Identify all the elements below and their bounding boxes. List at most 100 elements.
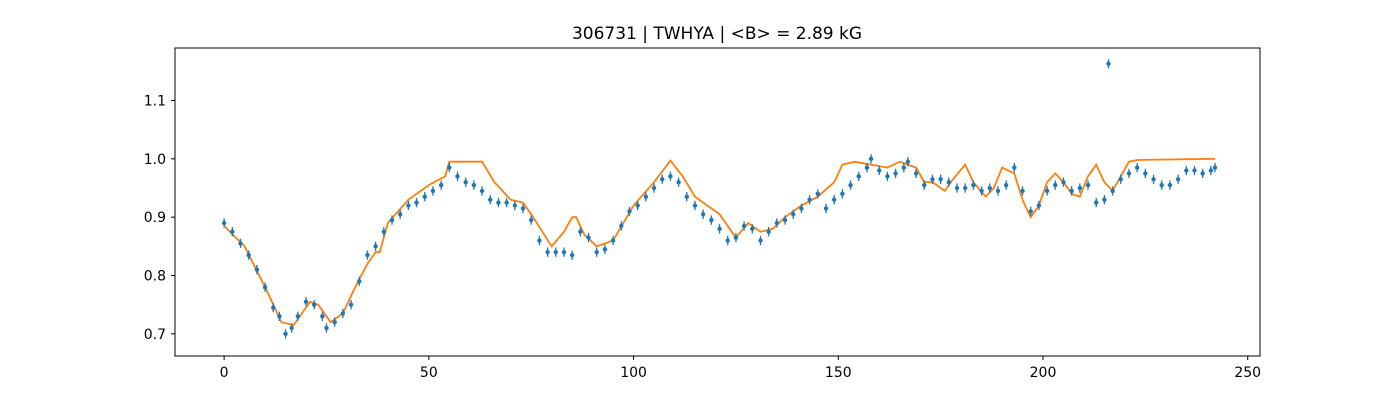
data-point <box>1053 180 1058 190</box>
chart-title: 306731 | TWHYA | <B> = 2.89 kG <box>572 24 862 44</box>
data-point <box>1069 186 1074 196</box>
data-point <box>635 200 640 211</box>
data-point <box>303 297 309 307</box>
x-tick-label: 0 <box>220 365 229 381</box>
data-point <box>1085 180 1091 190</box>
data-point <box>1118 174 1123 184</box>
data-point <box>1167 180 1173 190</box>
data-point <box>979 186 984 196</box>
data-point <box>668 171 673 181</box>
data-point <box>381 227 387 237</box>
data-point <box>271 302 276 313</box>
data-point <box>733 232 739 243</box>
data-point <box>357 276 362 286</box>
data-point <box>520 203 526 214</box>
data-point <box>1151 174 1156 184</box>
y-axis: 0.7 0.8 0.9 1.0 1.1 <box>144 94 175 343</box>
data-point <box>643 192 649 202</box>
data-point <box>627 206 632 216</box>
data-point <box>1159 180 1164 190</box>
data-point <box>758 235 763 246</box>
data-point <box>578 227 583 237</box>
data-point <box>406 200 411 211</box>
data-point <box>545 247 550 257</box>
data-point <box>389 215 395 225</box>
data-point <box>831 195 837 205</box>
data-point <box>479 186 485 196</box>
data-point <box>766 227 771 237</box>
data-point <box>692 200 698 211</box>
data-point <box>930 174 935 184</box>
data-point <box>602 244 608 254</box>
data-point <box>320 311 325 321</box>
data-point <box>1028 206 1033 216</box>
data-point <box>324 323 329 333</box>
data-point <box>709 215 714 225</box>
axes-frame <box>174 47 1261 357</box>
data-point <box>1094 197 1099 208</box>
data-point <box>1134 162 1140 173</box>
data-point <box>1061 177 1066 187</box>
data-point <box>1106 59 1111 69</box>
x-tick-label: 150 <box>825 365 852 381</box>
data-point <box>995 186 1001 196</box>
data-point <box>864 162 870 173</box>
data-point <box>791 209 796 219</box>
data-point <box>295 311 301 321</box>
data-point <box>1212 162 1218 173</box>
data-point <box>569 250 575 260</box>
data-point <box>373 241 378 251</box>
data-point <box>496 197 501 208</box>
data-point <box>700 209 706 219</box>
data-point <box>594 247 599 257</box>
data-point <box>537 235 542 246</box>
data-point <box>1110 186 1115 196</box>
data-point <box>815 189 821 199</box>
data-point <box>922 180 927 190</box>
data-point <box>504 197 509 208</box>
data-point <box>254 265 260 275</box>
y-tick-label: 0.7 <box>144 327 166 343</box>
data-point <box>971 180 976 190</box>
data-point <box>1192 165 1197 176</box>
data-point <box>1200 168 1205 179</box>
data-point <box>987 183 992 193</box>
data-point <box>885 171 890 181</box>
data-point <box>348 300 354 310</box>
data-point <box>1077 183 1083 193</box>
data-point <box>823 203 829 214</box>
x-tick-label: 250 <box>1234 365 1261 381</box>
data-point <box>877 165 882 176</box>
data-point <box>651 183 657 193</box>
data-point <box>938 174 943 184</box>
data-point <box>1208 165 1214 176</box>
data-point <box>1020 186 1025 196</box>
data-point <box>512 200 518 211</box>
data-point <box>1143 168 1148 179</box>
data-point <box>447 162 452 173</box>
data-point <box>455 171 460 181</box>
y-tick-label: 1.1 <box>144 94 166 110</box>
data-point <box>1126 168 1132 179</box>
data-point <box>1036 200 1042 211</box>
data-point <box>397 209 403 219</box>
data-point <box>365 250 370 260</box>
data-point <box>868 154 874 164</box>
data-point <box>954 183 960 193</box>
data-point <box>619 221 624 231</box>
y-tick-label: 0.9 <box>144 210 166 226</box>
data-point <box>946 177 952 187</box>
plot-area <box>221 59 1218 339</box>
data-point <box>283 329 288 339</box>
data-point <box>725 235 730 246</box>
x-axis: 0 50 100 150 200 250 <box>220 356 1261 381</box>
data-point <box>840 189 845 199</box>
data-point <box>717 224 722 234</box>
data-point <box>1175 174 1181 184</box>
data-point <box>807 195 812 205</box>
data-point <box>340 308 346 319</box>
data-point <box>488 195 493 205</box>
data-point <box>660 174 665 184</box>
y-tick-label: 0.8 <box>144 269 166 285</box>
